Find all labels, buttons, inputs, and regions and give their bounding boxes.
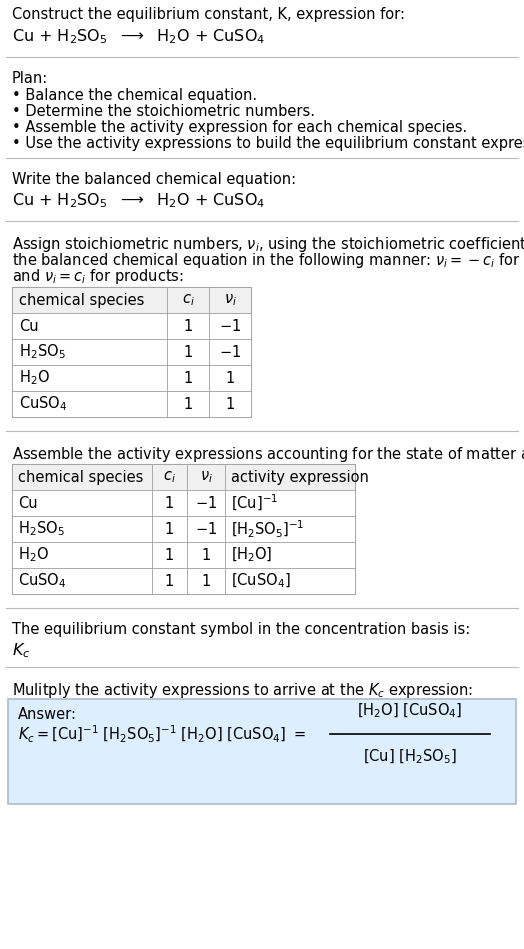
Text: 1: 1 [183, 344, 193, 360]
Bar [225, 542, 355, 568]
Text: 1: 1 [165, 548, 174, 563]
Text: CuSO$_4$: CuSO$_4$ [19, 395, 68, 414]
Text: 1: 1 [165, 495, 174, 511]
Text: • Determine the stoichiometric numbers.: • Determine the stoichiometric numbers. [12, 104, 315, 119]
Text: CuSO$_4$: CuSO$_4$ [18, 571, 67, 590]
Bar [209, 365, 251, 391]
Text: chemical species: chemical species [19, 292, 145, 307]
Bar [12, 313, 167, 339]
Bar [152, 542, 187, 568]
Text: $-1$: $-1$ [195, 521, 217, 537]
Text: 1: 1 [201, 573, 211, 588]
Text: [CuSO$_4$]: [CuSO$_4$] [231, 572, 291, 590]
Bar [225, 464, 355, 490]
Bar [167, 339, 209, 365]
Bar [12, 464, 152, 490]
Text: Assign stoichiometric numbers, $\nu_i$, using the stoichiometric coefficients, $: Assign stoichiometric numbers, $\nu_i$, … [12, 235, 524, 254]
Text: H$_2$O: H$_2$O [19, 368, 50, 387]
Text: $-1$: $-1$ [219, 318, 241, 334]
Bar [167, 313, 209, 339]
Text: $c_i$: $c_i$ [163, 469, 176, 485]
Text: $c_i$: $c_i$ [182, 292, 194, 307]
Bar [225, 568, 355, 594]
Bar [12, 516, 152, 542]
Bar [12, 542, 152, 568]
Text: Cu: Cu [18, 495, 38, 511]
Text: $\nu_i$: $\nu_i$ [200, 469, 213, 485]
Text: Cu: Cu [19, 319, 39, 333]
Text: $K_c = [\mathrm{Cu}]^{-1}\ [\mathrm{H_2SO_5}]^{-1}\ [\mathrm{H_2O}]\ [\mathrm{Cu: $K_c = [\mathrm{Cu}]^{-1}\ [\mathrm{H_2S… [18, 723, 305, 745]
Bar [12, 365, 167, 391]
Bar [187, 464, 225, 490]
Text: [Cu]$^{-1}$: [Cu]$^{-1}$ [231, 493, 278, 513]
Text: H$_2$SO$_5$: H$_2$SO$_5$ [18, 520, 64, 538]
Text: Answer:: Answer: [18, 707, 77, 722]
Text: 1: 1 [183, 370, 193, 385]
Bar [12, 391, 167, 417]
Text: • Assemble the activity expression for each chemical species.: • Assemble the activity expression for e… [12, 120, 467, 135]
Bar [209, 287, 251, 313]
Bar [225, 516, 355, 542]
Text: 1: 1 [165, 522, 174, 536]
Bar [12, 339, 167, 365]
Text: 1: 1 [183, 319, 193, 333]
Text: 1: 1 [183, 397, 193, 412]
Text: Write the balanced chemical equation:: Write the balanced chemical equation: [12, 172, 296, 187]
Text: chemical species: chemical species [18, 470, 144, 485]
Text: the balanced chemical equation in the following manner: $\nu_i = -c_i$ for react: the balanced chemical equation in the fo… [12, 251, 524, 270]
Text: H$_2$SO$_5$: H$_2$SO$_5$ [19, 343, 66, 362]
Bar [12, 464, 355, 594]
Text: $-1$: $-1$ [195, 495, 217, 511]
Bar [12, 287, 251, 417]
Bar [152, 464, 187, 490]
Text: $\nu_i$: $\nu_i$ [224, 292, 236, 307]
Bar [152, 516, 187, 542]
Text: H$_2$O: H$_2$O [18, 546, 49, 565]
Bar [12, 287, 167, 313]
Text: and $\nu_i = c_i$ for products:: and $\nu_i = c_i$ for products: [12, 267, 184, 286]
Bar [187, 490, 225, 516]
Text: Mulitply the activity expressions to arrive at the $K_c$ expression:: Mulitply the activity expressions to arr… [12, 681, 473, 700]
Text: Cu + H$_2$SO$_5$  $\longrightarrow$  H$_2$O + CuSO$_4$: Cu + H$_2$SO$_5$ $\longrightarrow$ H$_2$… [12, 27, 265, 46]
Bar [12, 568, 152, 594]
Text: $[\mathrm{H_2O}]\ [\mathrm{CuSO_4}]$: $[\mathrm{H_2O}]\ [\mathrm{CuSO_4}]$ [357, 701, 463, 720]
Bar [8, 699, 516, 804]
Bar [209, 313, 251, 339]
Text: 1: 1 [165, 573, 174, 588]
Bar [209, 339, 251, 365]
Text: The equilibrium constant symbol in the concentration basis is:: The equilibrium constant symbol in the c… [12, 622, 470, 637]
Bar [209, 391, 251, 417]
Text: 1: 1 [225, 397, 235, 412]
Text: activity expression: activity expression [231, 470, 369, 485]
Text: 1: 1 [201, 548, 211, 563]
Text: Plan:: Plan: [12, 71, 48, 86]
Bar [12, 490, 152, 516]
Text: 1: 1 [225, 370, 235, 385]
Text: $[\mathrm{Cu}]\ [\mathrm{H_2SO_5}]$: $[\mathrm{Cu}]\ [\mathrm{H_2SO_5}]$ [363, 748, 457, 767]
Text: Assemble the activity expressions accounting for the state of matter and $\nu_i$: Assemble the activity expressions accoun… [12, 445, 524, 464]
Bar [167, 391, 209, 417]
Bar [152, 490, 187, 516]
Bar [187, 516, 225, 542]
Bar [187, 542, 225, 568]
Text: [H$_2$O]: [H$_2$O] [231, 546, 272, 565]
Text: $K_c$: $K_c$ [12, 641, 30, 660]
Bar [187, 568, 225, 594]
Bar [167, 287, 209, 313]
Text: Cu + H$_2$SO$_5$  $\longrightarrow$  H$_2$O + CuSO$_4$: Cu + H$_2$SO$_5$ $\longrightarrow$ H$_2$… [12, 191, 265, 210]
Text: [H$_2$SO$_5$]$^{-1}$: [H$_2$SO$_5$]$^{-1}$ [231, 518, 304, 540]
Text: • Use the activity expressions to build the equilibrium constant expression.: • Use the activity expressions to build … [12, 136, 524, 151]
Bar [152, 568, 187, 594]
Text: • Balance the chemical equation.: • Balance the chemical equation. [12, 88, 257, 103]
Bar [225, 490, 355, 516]
Text: $-1$: $-1$ [219, 344, 241, 360]
Text: Construct the equilibrium constant, K, expression for:: Construct the equilibrium constant, K, e… [12, 7, 405, 22]
Bar [167, 365, 209, 391]
